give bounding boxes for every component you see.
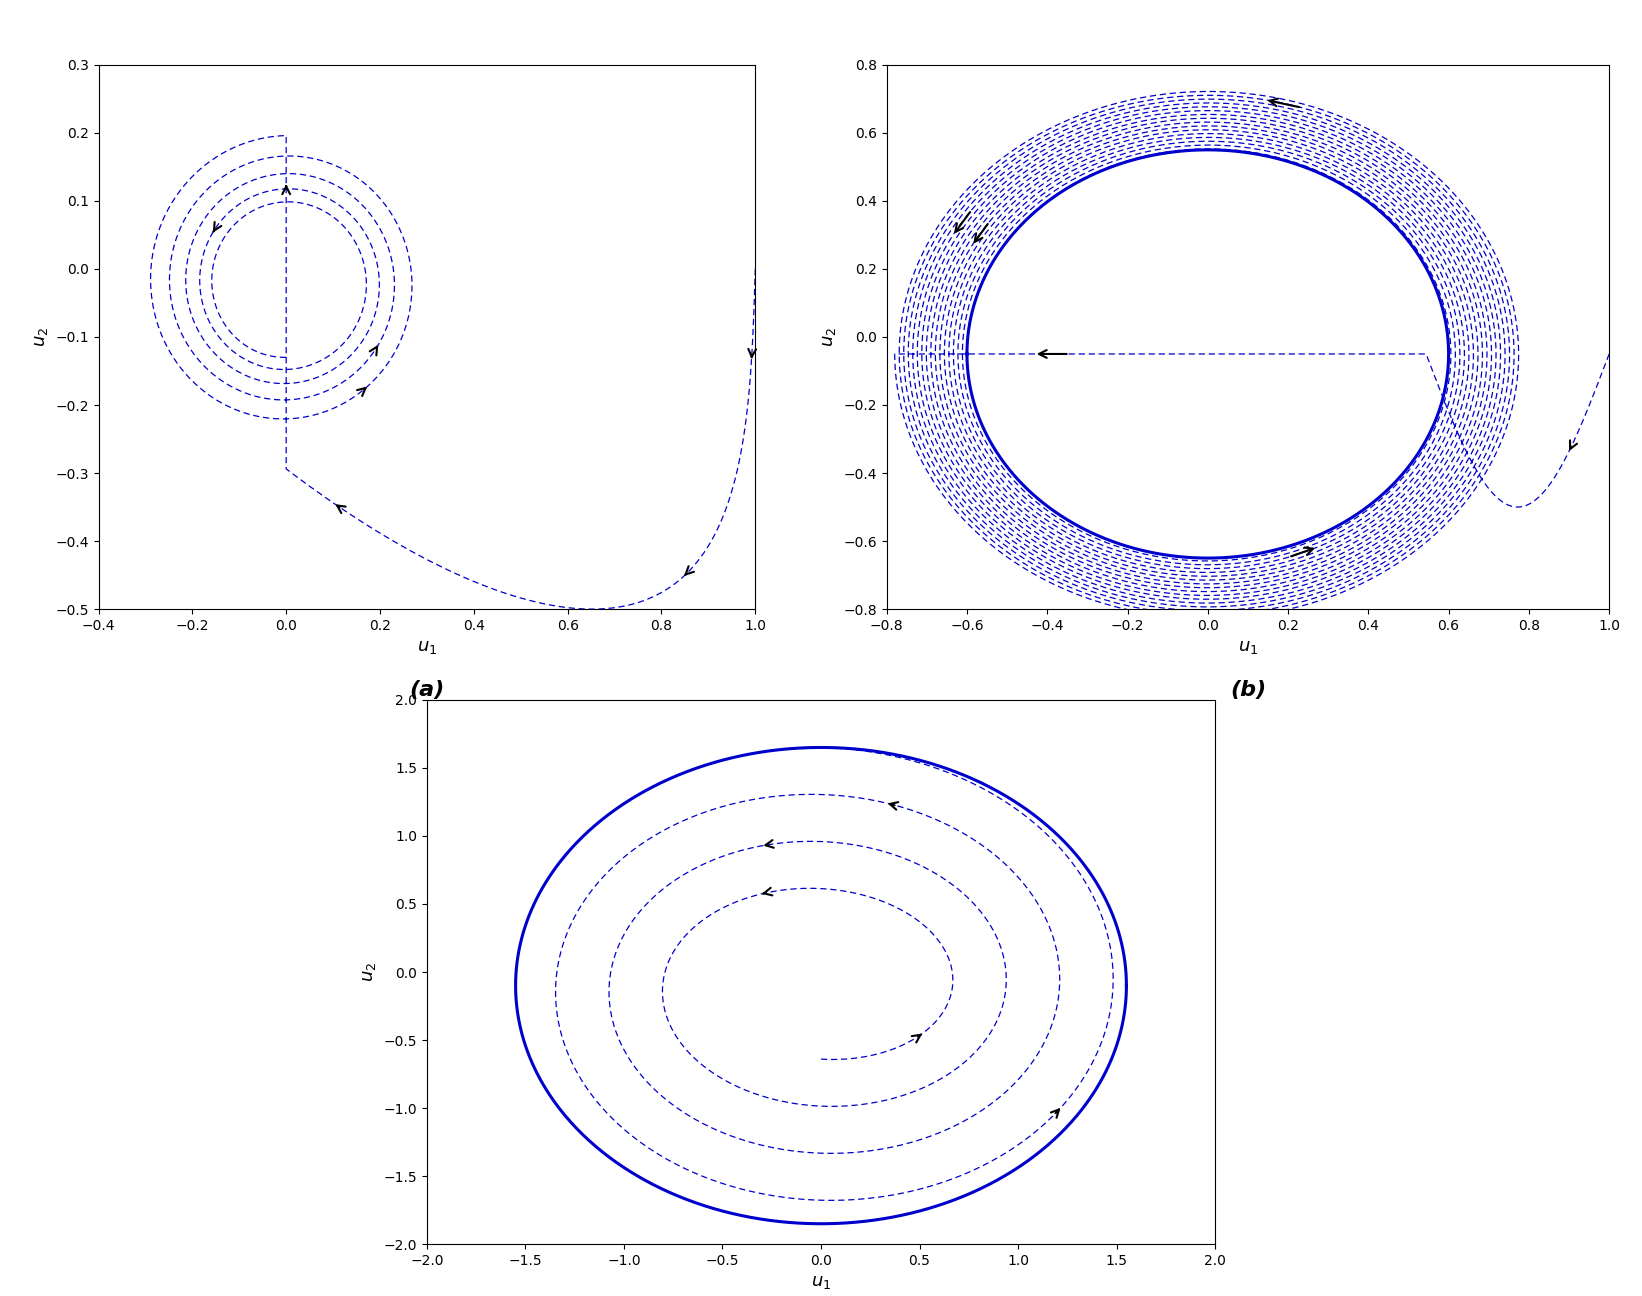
Y-axis label: $u_2$: $u_2$	[31, 327, 49, 347]
Y-axis label: $u_2$: $u_2$	[360, 962, 378, 982]
Text: (b): (b)	[1230, 680, 1266, 700]
X-axis label: $u_1$: $u_1$	[811, 1274, 831, 1291]
Text: (a): (a)	[409, 680, 445, 700]
X-axis label: $u_1$: $u_1$	[1238, 639, 1258, 656]
Y-axis label: $u_2$: $u_2$	[819, 327, 837, 347]
X-axis label: $u_1$: $u_1$	[417, 639, 437, 656]
